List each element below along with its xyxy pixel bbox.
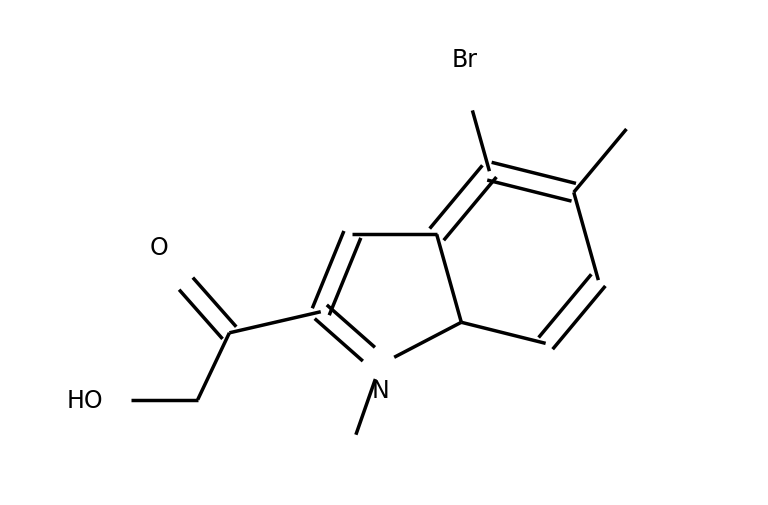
Text: N: N (372, 379, 389, 402)
Text: HO: HO (66, 388, 103, 412)
Text: Br: Br (452, 47, 478, 72)
Text: O: O (150, 235, 168, 260)
